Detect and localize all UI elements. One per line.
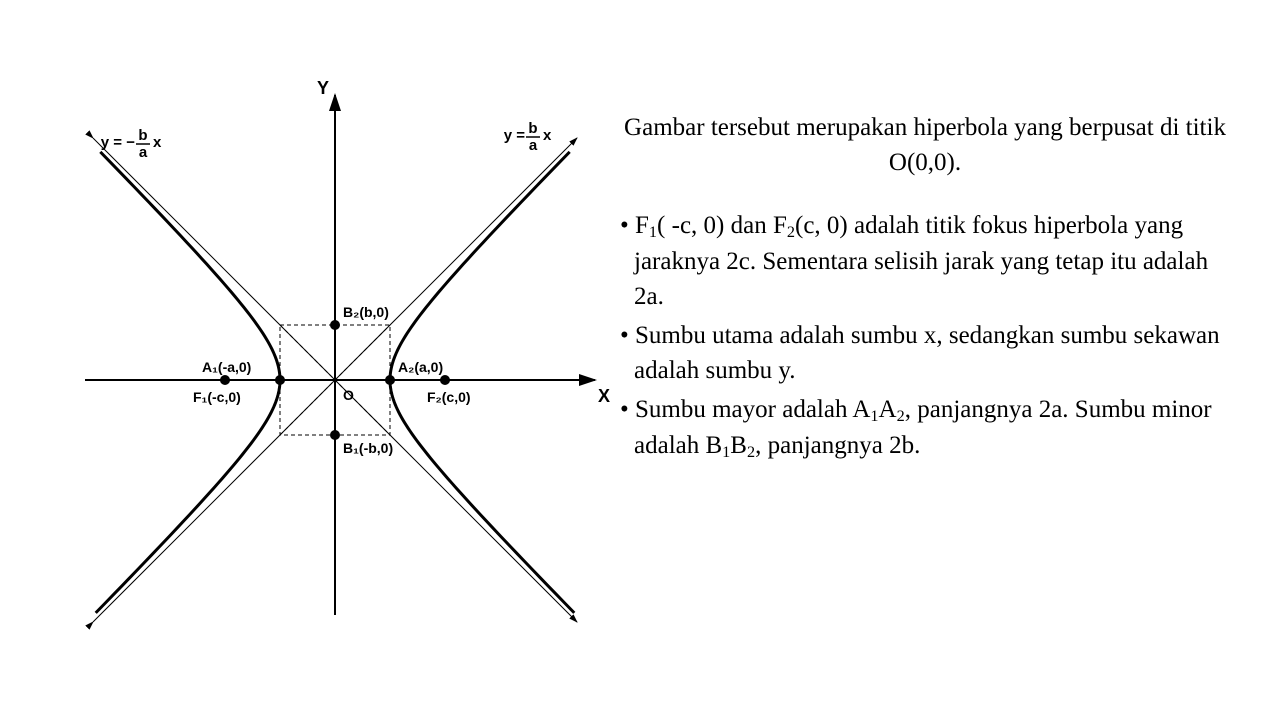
svg-text:B₂(b,0): B₂(b,0) bbox=[343, 304, 389, 320]
heading: Gambar tersebut merupakan hiperbola yang… bbox=[620, 110, 1230, 180]
bullet-major-minor: Sumbu mayor adalah A1A2, panjangnya 2a. … bbox=[620, 392, 1230, 464]
svg-text:B₁(-b,0): B₁(-b,0) bbox=[343, 440, 393, 456]
svg-text:A₁(-a,0): A₁(-a,0) bbox=[202, 359, 251, 375]
svg-text:F₂(c,0): F₂(c,0) bbox=[427, 389, 471, 405]
bullet-axes: Sumbu utama adalah sumbu x, sedangkan su… bbox=[620, 318, 1230, 388]
svg-text:X: X bbox=[598, 386, 610, 406]
svg-text:y =: y = bbox=[504, 127, 526, 144]
svg-text:Y: Y bbox=[317, 80, 329, 98]
svg-text:b: b bbox=[138, 127, 147, 144]
svg-text:F₁(-c,0): F₁(-c,0) bbox=[193, 389, 241, 405]
svg-text:b: b bbox=[528, 120, 537, 137]
svg-text:y = −: y = − bbox=[101, 134, 135, 151]
bullet-foci: F1( -c, 0) dan F2(c, 0) adalah titik fok… bbox=[620, 208, 1230, 314]
svg-text:x: x bbox=[153, 134, 162, 151]
svg-text:a: a bbox=[529, 137, 538, 154]
hyperbola-diagram: YXOA₁(-a,0)A₂(a,0)B₂(b,0)B₁(-b,0)F₁(-c,0… bbox=[70, 80, 610, 640]
svg-text:x: x bbox=[543, 127, 552, 144]
svg-text:a: a bbox=[139, 144, 148, 161]
description: Gambar tersebut merupakan hiperbola yang… bbox=[620, 110, 1230, 467]
svg-text:A₂(a,0): A₂(a,0) bbox=[398, 359, 443, 375]
